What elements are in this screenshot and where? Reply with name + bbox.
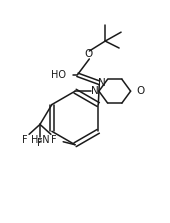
Text: O: O: [137, 86, 145, 96]
Text: F: F: [22, 135, 28, 145]
Text: F: F: [37, 138, 43, 148]
Text: N: N: [91, 86, 99, 96]
Text: N: N: [98, 78, 106, 88]
Text: F: F: [51, 135, 57, 145]
Text: H₂N: H₂N: [31, 135, 49, 145]
Text: O: O: [84, 49, 92, 59]
Text: HO: HO: [50, 70, 66, 80]
